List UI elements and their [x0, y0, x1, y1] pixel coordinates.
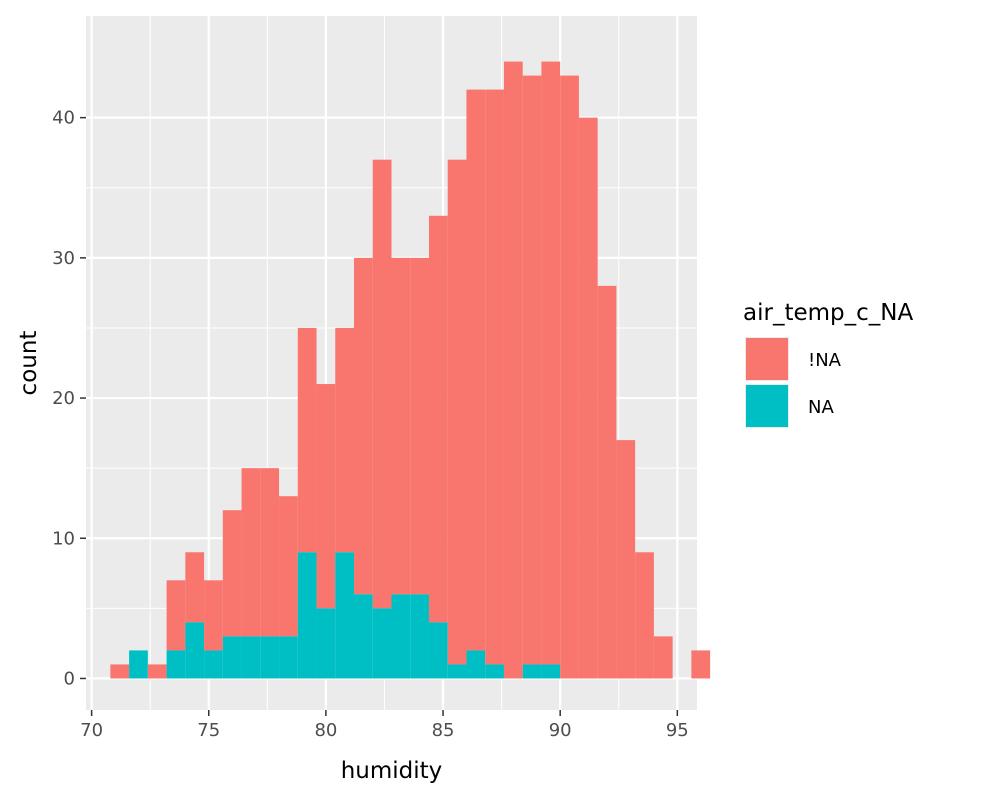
bar-na-bin-20 — [485, 664, 504, 679]
bar-na-bin-22 — [522, 664, 542, 679]
x-tick-label: 85 — [432, 720, 455, 741]
bar-na-bin-10 — [297, 552, 317, 679]
bar-na-bin-9 — [279, 636, 298, 679]
bar-not-na-bin-25 — [578, 117, 598, 679]
bar-not-na-bin-11 — [316, 384, 336, 609]
bar-na-bin-6 — [222, 636, 242, 679]
x-axis-title: humidity — [341, 758, 443, 784]
legend-key-swatch — [746, 385, 788, 427]
legend: air_temp_c_NA !NA NA — [743, 300, 913, 428]
x-tick-label: 90 — [549, 720, 572, 741]
bar-not-na-bin-15 — [391, 257, 411, 595]
bar-not-na-bin-0 — [110, 664, 130, 679]
bar-not-na-bin-21 — [503, 61, 523, 679]
bar-na-bin-13 — [354, 594, 373, 679]
bar-not-na-bin-4 — [185, 552, 205, 623]
bar-na-bin-18 — [447, 664, 467, 679]
bar-na-bin-17 — [428, 622, 448, 679]
bar-not-na-bin-23 — [541, 61, 561, 665]
bar-not-na-bin-16 — [410, 257, 429, 595]
bar-na-bin-19 — [466, 650, 486, 679]
y-axis: 0 10 20 30 40 — [52, 108, 86, 689]
histogram-bars — [110, 61, 711, 679]
y-tick-label: 20 — [52, 388, 75, 409]
bar-not-na-bin-13 — [354, 257, 373, 595]
y-tick-label: 0 — [64, 668, 75, 689]
bar-na-bin-15 — [391, 594, 411, 679]
bar-na-bin-23 — [541, 664, 561, 679]
bar-not-na-bin-24 — [560, 75, 579, 679]
bar-not-na-bin-7 — [241, 468, 261, 637]
bar-not-na-bin-22 — [522, 75, 542, 665]
x-tick-label: 70 — [80, 720, 103, 741]
bar-not-na-bin-8 — [260, 468, 280, 637]
bar-not-na-bin-20 — [485, 89, 504, 665]
bar-not-na-bin-18 — [447, 159, 467, 665]
bar-not-na-bin-26 — [597, 285, 617, 679]
x-tick-label: 95 — [666, 720, 689, 741]
bar-not-na-bin-17 — [428, 215, 448, 623]
bar-not-na-bin-9 — [279, 496, 298, 637]
bar-na-bin-12 — [335, 552, 355, 679]
y-tick-label: 40 — [52, 108, 75, 129]
bar-not-na-bin-31 — [691, 650, 711, 679]
y-tick-label: 30 — [52, 248, 75, 269]
bar-not-na-bin-19 — [466, 89, 486, 651]
x-tick-label: 80 — [314, 720, 337, 741]
bar-na-bin-7 — [241, 636, 261, 679]
y-tick-label: 10 — [52, 528, 75, 549]
legend-key-swatch — [746, 338, 788, 380]
bar-not-na-bin-5 — [204, 580, 223, 651]
bar-not-na-bin-10 — [297, 327, 317, 553]
y-axis-title: count — [16, 331, 42, 396]
bar-not-na-bin-3 — [166, 580, 186, 651]
legend-label: NA — [808, 397, 834, 418]
bar-not-na-bin-29 — [653, 636, 673, 679]
bar-not-na-bin-27 — [616, 440, 636, 679]
bar-na-bin-14 — [372, 608, 392, 679]
bar-not-na-bin-12 — [335, 327, 355, 553]
bar-not-na-bin-28 — [635, 552, 654, 679]
bar-na-bin-8 — [260, 636, 280, 679]
bar-not-na-bin-2 — [147, 664, 167, 679]
bar-not-na-bin-6 — [222, 510, 242, 637]
bar-na-bin-16 — [410, 594, 429, 679]
bar-na-bin-11 — [316, 608, 336, 679]
x-tick-label: 75 — [197, 720, 220, 741]
legend-title: air_temp_c_NA — [743, 300, 913, 326]
bar-na-bin-5 — [204, 650, 223, 679]
bar-na-bin-4 — [185, 622, 205, 679]
legend-label: !NA — [808, 350, 842, 371]
bar-na-bin-3 — [166, 650, 186, 679]
x-axis: 70 75 80 85 90 95 — [80, 710, 689, 741]
bar-na-bin-1 — [129, 650, 148, 679]
bar-not-na-bin-14 — [372, 159, 392, 609]
